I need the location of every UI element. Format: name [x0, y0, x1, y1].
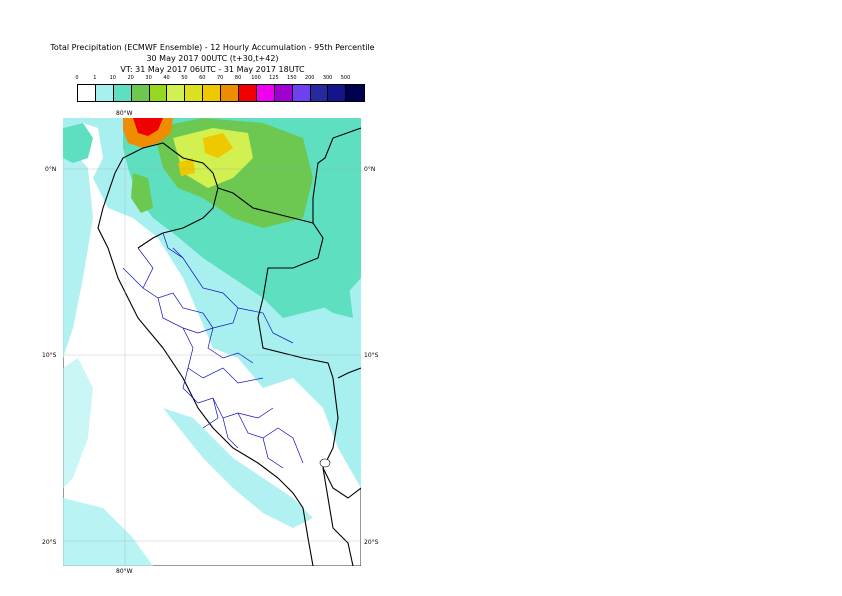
legend-label: 50 [181, 75, 188, 81]
lon-top-label: 80°W [116, 110, 133, 117]
legend-swatch [274, 85, 293, 101]
legend-label: 0 [75, 75, 79, 81]
legend-swatch [131, 85, 150, 101]
graticule [63, 118, 361, 566]
legend-swatch [167, 85, 186, 101]
lat-0-right-label: 0°N [364, 166, 376, 173]
legend-swatch [256, 85, 275, 101]
lake-titicaca [319, 458, 331, 468]
legend-swatch [149, 85, 168, 101]
legend-swatch [310, 85, 329, 101]
legend-label: 30 [145, 75, 152, 81]
legend-swatch [328, 85, 347, 101]
lat-10-left-label: 10°S [42, 352, 57, 359]
legend-label: 1 [93, 75, 97, 81]
legend-swatch [95, 85, 114, 101]
title-line-1: Total Precipitation (ECMWF Ensemble) - 1… [50, 43, 375, 52]
legend-swatch [185, 85, 204, 101]
legend-label: 200 [304, 75, 315, 81]
lat-20-right-label: 20°S [364, 539, 379, 546]
legend-label: 10 [109, 75, 116, 81]
legend-colorbar [77, 84, 366, 102]
legend-label: 500 [340, 75, 351, 81]
legend-label: 70 [217, 75, 224, 81]
legend-swatch [346, 85, 365, 101]
legend-label: 20 [127, 75, 134, 81]
legend-label: 40 [163, 75, 170, 81]
legend-swatch [78, 85, 96, 101]
legend-label: 80 [234, 75, 242, 81]
precipitation-map [63, 118, 361, 566]
legend-swatch [203, 85, 222, 101]
legend-swatch [221, 85, 240, 101]
legend-label: 100 [251, 75, 261, 81]
lat-20-left-label: 20°S [42, 539, 57, 546]
region-borders [122, 232, 304, 469]
lon-bottom-label: 80°W [116, 568, 133, 575]
legend-label: 300 [322, 75, 333, 81]
lat-0-left-label: 0°N [45, 166, 57, 173]
legend-label: 150 [287, 75, 297, 81]
precip-heavy [123, 118, 173, 148]
legend-label: 60 [199, 75, 206, 81]
precip-yellow [178, 133, 233, 176]
title-line-3: VT: 31 May 2017 06UTC - 31 May 2017 18UT… [120, 65, 305, 74]
legend-swatch [292, 85, 311, 101]
legend-swatch [113, 85, 132, 101]
country-borders [97, 127, 361, 566]
legend-label: 125 [269, 75, 279, 81]
legend-swatch [239, 85, 257, 101]
lat-10-right-label: 10°S [364, 352, 379, 359]
title-line-2: 30 May 2017 00UTC (t+30,t+42) [146, 54, 279, 63]
